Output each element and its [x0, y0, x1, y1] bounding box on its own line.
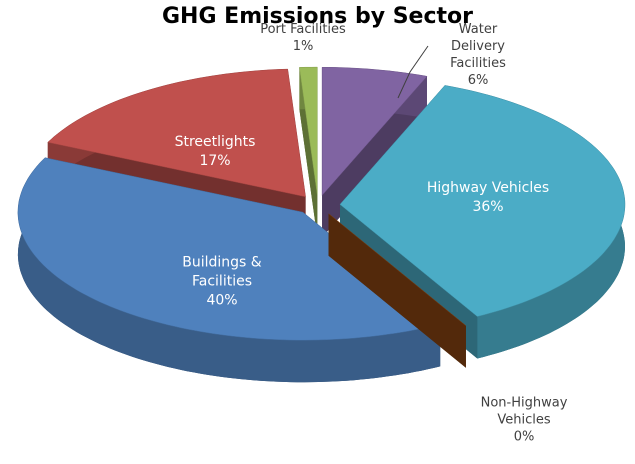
slice-value: 17%: [199, 153, 231, 169]
slice-value: 40%: [206, 292, 238, 309]
slice-name: Buildings & Facilities: [182, 254, 262, 290]
slice-value: 0%: [513, 429, 535, 445]
slice: [299, 66, 318, 238]
data-label: Highway Vehicles 36%: [418, 179, 558, 217]
data-label: Non-Highway Vehicles 0%: [454, 395, 594, 446]
chart-title: GHG Emissions by Sector: [162, 4, 473, 29]
slice-wall: [328, 213, 466, 368]
slice-name: Non-Highway Vehicles: [480, 395, 568, 428]
slice-name: Water Delivery Facilities: [450, 22, 506, 71]
slice-top: [17, 157, 441, 341]
leader-line: [397, 45, 429, 99]
slice-name: Streetlights: [174, 134, 256, 150]
slice-side: [17, 157, 441, 383]
data-label: Water Delivery Facilities 6%: [408, 21, 548, 89]
slice-name: Port Facilities: [260, 22, 346, 37]
slice-value: 36%: [472, 199, 504, 215]
data-label: Streetlights 17%: [145, 133, 285, 171]
slice-top: [328, 213, 467, 326]
slice: [328, 213, 467, 368]
slice-top: [321, 67, 428, 196]
slice-wall: [299, 67, 318, 238]
data-label: Buildings & Facilities 40%: [167, 254, 277, 311]
data-label: Port Facilities 1%: [233, 21, 373, 55]
slice-top: [339, 85, 626, 317]
slice-name: Highway Vehicles: [426, 180, 550, 196]
slice-value: 1%: [292, 39, 314, 54]
slice-value: 6%: [467, 73, 489, 88]
slice-top: [47, 68, 306, 198]
slice-top: [299, 66, 318, 196]
